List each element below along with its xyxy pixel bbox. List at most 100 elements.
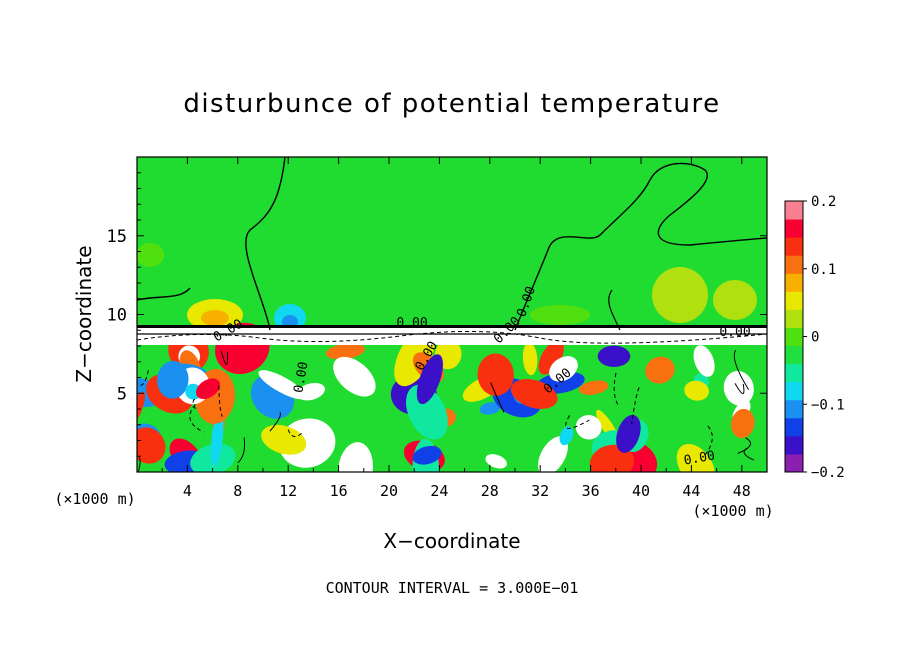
warm-anomaly-blob xyxy=(713,280,757,320)
eddy-contour xyxy=(287,429,303,438)
eddy-patch xyxy=(693,345,715,377)
y-tick-label: 10 xyxy=(107,306,127,326)
x-tick-label: 44 xyxy=(682,482,700,500)
eddy-patch xyxy=(730,408,755,439)
eddy-patch xyxy=(616,414,641,453)
eddy-patch xyxy=(479,402,501,415)
warm-anomaly-blob xyxy=(137,243,164,267)
eddy-patch xyxy=(333,356,376,397)
eddy-patch xyxy=(538,340,564,375)
x-tick-label: 24 xyxy=(430,482,448,500)
y-axis-label: Z−coordinate xyxy=(72,245,96,382)
eddy-patch xyxy=(412,445,442,465)
contour-line xyxy=(137,287,191,301)
eddy-contour xyxy=(269,411,281,432)
x-tick-label: 40 xyxy=(632,482,650,500)
colorbar: 0.2 0.1 0 −0.1 −0.2 xyxy=(784,194,845,481)
warm-anomaly-blob xyxy=(652,267,708,323)
x-tick-label: 12 xyxy=(279,482,297,500)
eddy-patch xyxy=(510,379,558,409)
x-axis-unit-left: (×1000 m) xyxy=(54,490,135,508)
eddy-contour xyxy=(490,382,505,413)
x-tick-label: 8 xyxy=(233,482,242,500)
contour-label: 0.00 xyxy=(291,361,311,394)
eddy-patch xyxy=(597,345,631,367)
colorbar-swatch xyxy=(785,255,803,274)
eddy-patch xyxy=(137,427,166,464)
colorbar-tick-label: 0.2 xyxy=(811,194,836,210)
colorbar-swatch xyxy=(785,219,803,238)
eddy-contour xyxy=(137,369,149,386)
eddy-patch xyxy=(559,426,574,446)
eddy-patch xyxy=(575,415,602,440)
eddy-contour xyxy=(631,387,640,425)
colorbar-swatch xyxy=(785,291,803,310)
eddy-contour xyxy=(702,425,713,458)
warm-anomaly-core xyxy=(201,310,229,326)
colorbar-swatch xyxy=(785,309,803,328)
inversion-band xyxy=(137,327,767,345)
colorbar-swatch xyxy=(785,363,803,383)
colorbar-tick-label: −0.2 xyxy=(811,465,845,481)
x-tick-label: 16 xyxy=(330,482,348,500)
warm-anomaly-blob xyxy=(530,305,590,325)
eddy-patch xyxy=(684,380,709,401)
eddy-patch xyxy=(416,354,443,405)
turbulent-eddies xyxy=(137,322,755,472)
y-tick-label: 5 xyxy=(117,384,127,404)
eddy-patch xyxy=(261,424,307,455)
contour-label: 0.00 xyxy=(719,325,750,340)
contour-label: 0.00 xyxy=(396,316,427,331)
x-axis: 4 8 12 16 20 24 28 32 36 40 44 48 xyxy=(161,157,751,500)
contour-line xyxy=(514,162,767,331)
eddy-contour xyxy=(189,404,204,433)
colorbar-swatch xyxy=(785,237,803,256)
x-axis-unit-right: (×1000 m) xyxy=(692,502,773,520)
eddy-contour xyxy=(613,372,619,406)
eddy-contour xyxy=(192,398,196,409)
eddy-patch xyxy=(723,371,754,406)
y-axis: 5 10 15 xyxy=(107,172,767,457)
eddy-contour xyxy=(237,437,246,464)
eddy-contour xyxy=(737,437,752,454)
colorbar-swatch xyxy=(785,345,803,365)
inversion-contour-bundle xyxy=(137,325,767,328)
eddy-patch xyxy=(522,342,538,376)
x-tick-label: 48 xyxy=(733,482,751,500)
colorbar-swatch xyxy=(785,327,803,347)
plot-area xyxy=(137,157,767,472)
eddy-patch xyxy=(210,410,224,467)
colorbar-swatch xyxy=(785,417,803,437)
y-tick-label: 15 xyxy=(107,227,127,247)
colorbar-tick-label: −0.1 xyxy=(811,397,845,413)
eddy-contour xyxy=(137,457,141,472)
colorbar-tick-label: 0 xyxy=(811,330,819,346)
x-tick-label: 4 xyxy=(183,482,192,500)
x-tick-label: 20 xyxy=(380,482,398,500)
eddy-patch xyxy=(579,380,609,395)
eddy-patch xyxy=(338,442,373,472)
eddy-contour xyxy=(220,351,229,366)
x-tick-label: 36 xyxy=(582,482,600,500)
eddy-patch xyxy=(538,436,568,472)
eddy-patch xyxy=(325,343,365,360)
colorbar-tick-label: 0.1 xyxy=(811,262,836,278)
x-tick-label: 32 xyxy=(531,482,549,500)
colorbar-swatch xyxy=(785,381,803,401)
colorbar-swatch xyxy=(785,435,803,455)
x-tick-label: 28 xyxy=(481,482,499,500)
eddy-patch xyxy=(405,384,448,440)
eddy-patch xyxy=(485,454,507,469)
contour-interval-note: CONTOUR INTERVAL = 3.000E−01 xyxy=(326,579,579,597)
chart-title: disturbunce of potential temperature xyxy=(183,89,720,119)
colorbar-swatch xyxy=(785,453,803,473)
eddy-patch xyxy=(157,360,189,399)
eddy-patch xyxy=(549,356,578,382)
eddy-contour xyxy=(733,349,750,390)
eddy-patch xyxy=(477,353,514,396)
eddy-patch xyxy=(297,382,325,401)
contour-line xyxy=(245,157,286,331)
colorbar-swatch xyxy=(785,201,803,220)
eddy-contour xyxy=(565,415,590,429)
